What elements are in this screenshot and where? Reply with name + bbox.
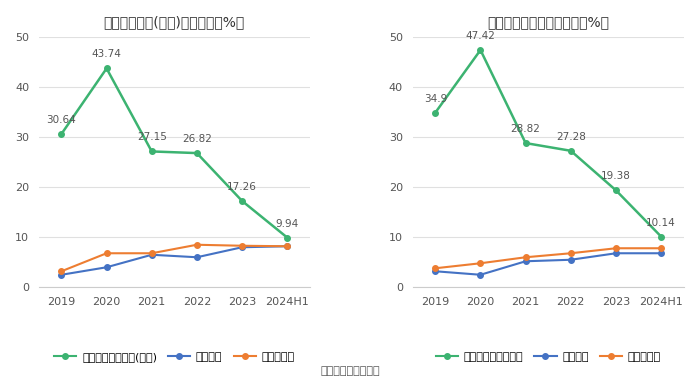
Text: 17.26: 17.26 (227, 182, 257, 192)
Text: 27.15: 27.15 (136, 132, 167, 143)
Text: 43.74: 43.74 (92, 50, 122, 59)
Text: 34.9: 34.9 (424, 94, 447, 104)
Text: 30.64: 30.64 (47, 115, 76, 125)
Legend: 公司投入资本回报率, 行业均值, 行业中位数: 公司投入资本回报率, 行业均值, 行业中位数 (431, 348, 665, 367)
Text: 数据来源：恒生聚源: 数据来源：恒生聚源 (320, 366, 380, 376)
Text: 26.82: 26.82 (182, 134, 212, 144)
Text: 28.82: 28.82 (511, 124, 540, 134)
Text: 9.94: 9.94 (276, 218, 299, 229)
Text: 47.42: 47.42 (466, 31, 496, 41)
Text: 10.14: 10.14 (646, 218, 676, 228)
Text: 19.38: 19.38 (601, 171, 631, 181)
Text: 27.28: 27.28 (556, 132, 586, 142)
Title: 投入资本回报率历年情况（%）: 投入资本回报率历年情况（%） (487, 15, 609, 29)
Title: 净资产收益率(加权)历年情况（%）: 净资产收益率(加权)历年情况（%） (104, 15, 245, 29)
Legend: 公司净资产收益率(加权), 行业均值, 行业中位数: 公司净资产收益率(加权), 行业均值, 行业中位数 (50, 348, 299, 367)
